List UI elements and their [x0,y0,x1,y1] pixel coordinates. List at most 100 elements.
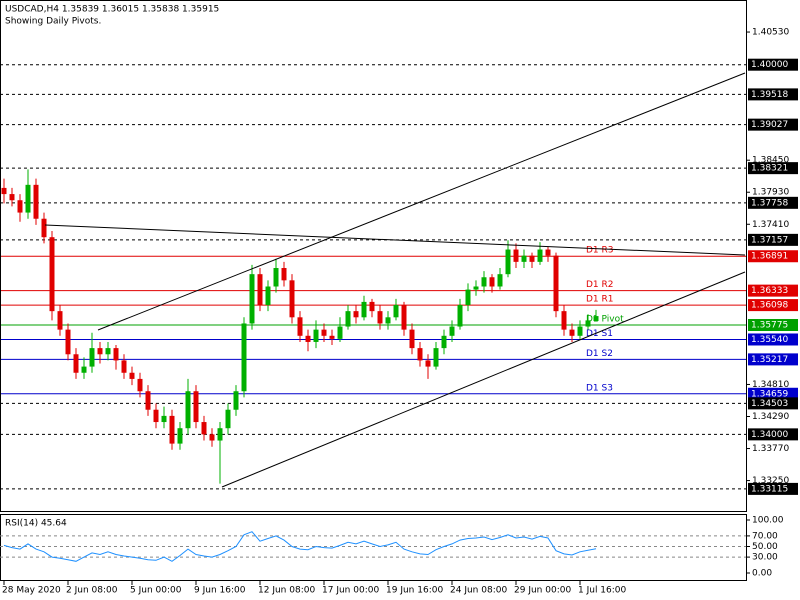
candle-body [377,311,383,324]
trend-line [44,224,746,256]
rsi-tick-label: 100.00 [752,516,784,526]
chart-title: USDCAD,H4 1.35839 1.36015 1.35838 1.3591… [5,5,219,15]
candle-body [289,280,295,318]
y-tick-label: 1.33770 [752,444,789,454]
y-tick-label: 1.40530 [752,28,789,38]
level-name: D1 S3 [586,383,613,393]
candle-body [73,354,79,373]
candle-body [1,187,7,195]
candle-body [537,249,543,262]
candle-body [137,378,143,392]
channel-lower [221,271,746,488]
y-tick-label: 1.33250 [752,476,789,486]
candle-body [321,329,327,336]
rsi-tick-label: 30.00 [752,553,778,563]
rsi-tick-label: 50.00 [752,542,778,552]
rsi-frame [0,514,747,581]
channel-upper [97,72,746,331]
level-label-box [748,319,798,332]
level-name: D1 S1 [586,329,613,339]
candle-body [481,277,487,287]
level-label-box [748,387,798,400]
level-label-box [748,284,798,297]
x-tick-label: 1 Jul 16:00 [578,586,627,596]
level-label: 1.36098 [751,301,788,311]
level-label-box [748,299,798,312]
x-tick-label: 17 Jun 00:00 [322,586,379,596]
candle-body [105,348,111,355]
candle-body [329,335,335,339]
candle-body [273,268,279,287]
price-panel: D1 R3 D1 R2 D1 R1 D1 Pivot D1 S1 D1 S2 D1 S3 [0,64,746,490]
candle-body [281,268,287,281]
level-label-box [748,118,798,131]
x-tick-label: 29 Jun 00:00 [514,586,571,596]
level-label-box [748,196,798,209]
rsi-line [3,531,597,562]
y-tick-label: 1.37410 [752,220,789,230]
level-label: 1.33115 [751,484,788,494]
level-label: 1.38321 [751,164,788,174]
candle-body [593,316,599,322]
candle-body [265,286,271,305]
candle-body [57,311,63,330]
rsi-tick-label: 70.00 [752,531,778,541]
candle-body [561,311,567,330]
candle-body [161,415,167,423]
level-label: 1.35540 [751,335,788,345]
candle-body [113,348,119,361]
level-label-box [748,333,798,346]
level-label: 1.40000 [751,60,788,70]
candle-body [585,320,591,327]
level-label-box [748,397,798,410]
candle-body [521,255,527,262]
level-label: 1.35775 [751,321,788,331]
candle-body [65,329,71,355]
y-tick-label: 1.34810 [752,380,789,390]
rsi-title: RSI(14) 45.64 [5,519,67,529]
level-label: 1.39027 [751,120,788,130]
candle-body [505,249,511,275]
candle-body [513,249,519,262]
candle-body [449,326,455,336]
candle-body [369,301,375,312]
candle-body [129,372,135,379]
candle-body [121,360,127,373]
candle-body [385,317,391,324]
candle-body [553,255,559,312]
candle-body [465,289,471,305]
candle-body [417,348,423,361]
x-tick-label: 9 Jun 16:00 [194,586,246,596]
candle-body [433,348,439,367]
candle-body [457,304,463,327]
level-label-box [748,162,798,175]
level-label: 1.36891 [751,252,788,262]
candle-body [225,409,231,429]
level-label-box [748,353,798,366]
candle-body [569,329,575,336]
level-label-box [748,250,798,263]
level-label: 1.34659 [751,389,788,399]
candle-body [217,428,223,441]
level-label: 1.36333 [751,286,788,296]
candle-body [25,184,31,213]
candle-body [409,329,415,349]
level-label-box [748,233,798,246]
level-name: D1 R3 [586,246,614,256]
candle-body [249,274,255,324]
candle-body [305,335,311,342]
candle-body [17,200,23,213]
level-label: 1.37758 [751,198,788,208]
chart-subtitle: Showing Daily Pivots. [5,17,101,27]
candle-body [233,391,239,410]
candle-body [9,194,15,201]
level-label: 1.34000 [751,430,788,440]
candle-body [177,428,183,444]
level-name: D1 S2 [586,349,613,359]
candle-body [441,335,447,349]
level-name: D1 Pivot [586,315,624,325]
x-tick-label: 19 Jun 16:00 [386,586,443,596]
level-label-box [748,88,798,101]
level-label-box [748,58,798,71]
candle-body [545,249,551,256]
